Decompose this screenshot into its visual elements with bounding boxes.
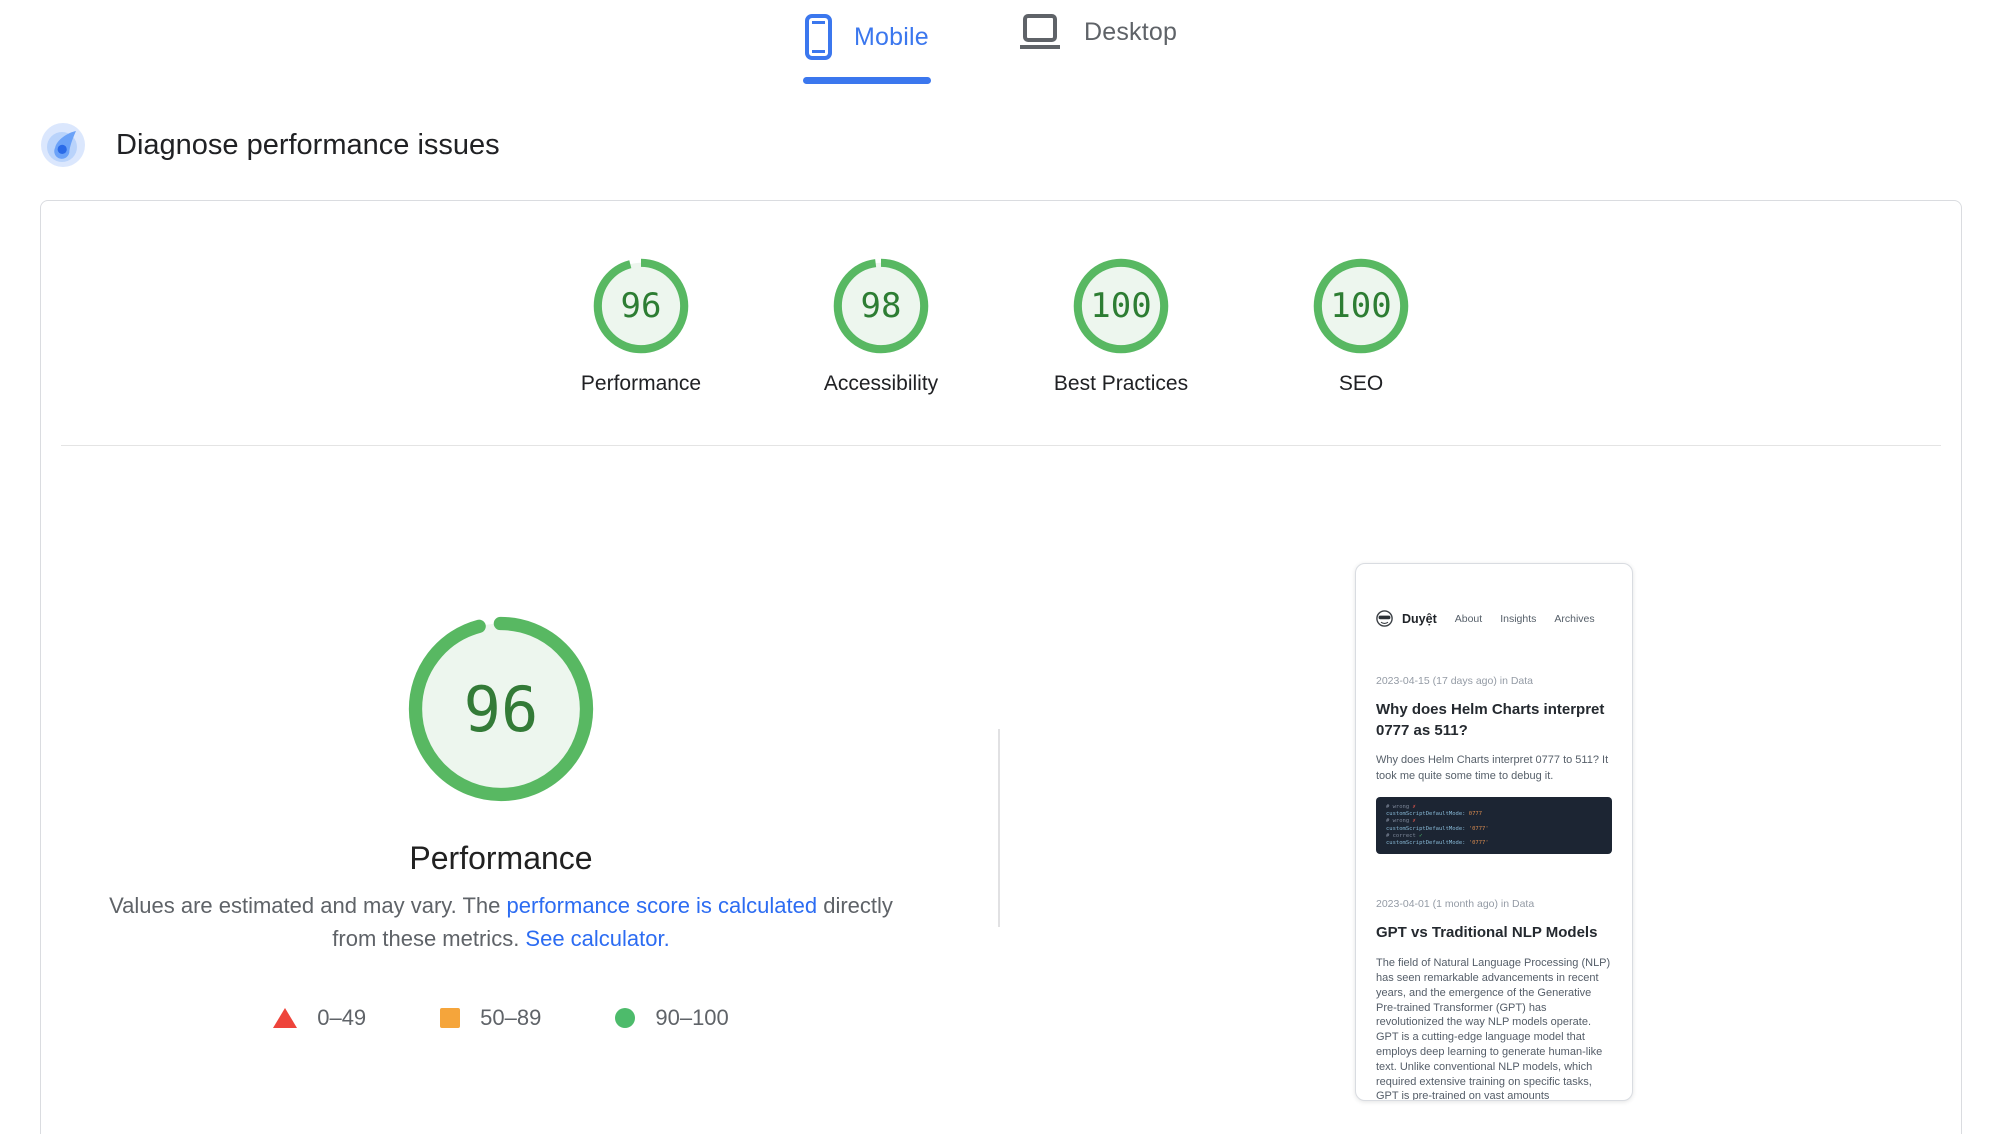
gauge-ring — [1313, 258, 1409, 354]
site-screenshot-thumbnail: Duyệt About Insights Archives 2023-04-15… — [1355, 563, 1633, 1101]
speedometer-icon — [41, 123, 85, 167]
gauge-best-practices[interactable]: 100 Best Practices — [1001, 258, 1241, 396]
gauge-ring — [1073, 258, 1169, 354]
score-value: 100 — [1330, 286, 1392, 326]
description-text: directly from these metrics. — [332, 893, 893, 951]
score-label: Performance — [580, 372, 702, 395]
post-meta: 2023-04-15 (17 days ago) in Data — [1376, 675, 1534, 687]
score-value: 96 — [620, 286, 662, 326]
gauge-seo[interactable]: 100 SEO — [1241, 258, 1481, 396]
legend-range: 90–100 — [655, 1005, 729, 1030]
gauge-performance[interactable]: 96 Performance — [521, 258, 761, 396]
legend-range: 0–49 — [317, 1005, 367, 1030]
pass-circle-icon — [615, 1008, 636, 1028]
performance-big-gauge: 96 — [406, 614, 596, 804]
code-key: customScriptDefaultMode: — [1386, 825, 1466, 832]
score-value: 100 — [1090, 286, 1152, 326]
performance-score-value: 96 — [463, 672, 539, 746]
code-value: '0777' — [1465, 840, 1489, 847]
device-tabs: Mobile Desktop — [0, 0, 2002, 96]
score-calculation-link[interactable]: performance score is calculated — [506, 893, 818, 918]
score-label: SEO — [1338, 372, 1384, 395]
diagnose-section-header: Diagnose performance issues — [40, 122, 500, 168]
post-title: Why does Helm Charts interpret 0777 as 5… — [1376, 701, 1605, 739]
legend-fail: 0–49 — [273, 1005, 366, 1031]
check-mark-icon: ✓ — [1419, 832, 1423, 839]
page-title: Diagnose performance issues — [116, 128, 500, 161]
desktop-laptop-icon — [1020, 14, 1060, 49]
active-tab-indicator — [803, 77, 931, 84]
cross-mark-icon: ✗ — [1412, 804, 1416, 810]
code-snippet-block: # wrong ✗ customScriptDefaultMode: 0777 … — [1376, 797, 1612, 855]
code-key: customScriptDefaultMode: — [1386, 811, 1466, 818]
code-value: '0777' — [1465, 825, 1489, 832]
gauge-accessibility[interactable]: 98 Accessibility — [761, 258, 1001, 396]
horizontal-divider — [61, 445, 1941, 446]
performance-title: Performance — [409, 840, 593, 876]
legend-range: 50–89 — [480, 1005, 542, 1030]
tab-desktop-label: Desktop — [1084, 17, 1178, 46]
site-nav-about: About — [1454, 612, 1483, 625]
post-title: GPT vs Traditional NLP Models — [1376, 924, 1598, 942]
tab-desktop[interactable]: Desktop — [1018, 14, 1177, 74]
site-name: Duyệt — [1402, 611, 1437, 626]
cross-mark-icon: ✗ — [1412, 818, 1416, 825]
site-avatar — [1376, 610, 1393, 627]
tab-mobile[interactable]: Mobile — [803, 14, 931, 84]
site-nav-insights: Insights — [1500, 612, 1537, 625]
code-key: customScriptDefaultMode: — [1386, 840, 1466, 847]
score-label: Best Practices — [1053, 372, 1189, 395]
score-value: 98 — [860, 286, 902, 326]
vertical-divider — [998, 729, 1000, 927]
code-comment: # wrong — [1386, 818, 1413, 825]
score-legend: 0–49 50–89 90–100 — [273, 1005, 729, 1031]
legend-average: 50–89 — [440, 1005, 541, 1031]
code-comment: # wrong — [1386, 804, 1413, 810]
post-body: The field of Natural Language Processing… — [1376, 957, 1611, 1101]
results-card: 96 Performance 98 Accessibility 100 — [40, 200, 1962, 1134]
performance-description: Values are estimated and may vary. The p… — [91, 889, 911, 955]
site-nav: About Insights Archives — [1455, 613, 1595, 625]
score-label: Accessibility — [823, 372, 939, 395]
average-square-icon — [440, 1008, 461, 1028]
mobile-phone-icon — [805, 14, 832, 60]
legend-pass: 90–100 — [615, 1005, 729, 1031]
tab-mobile-label: Mobile — [854, 22, 929, 51]
code-comment: # correct — [1386, 832, 1420, 839]
description-text: Values are estimated and may vary. The — [109, 893, 507, 918]
post-excerpt: Why does Helm Charts interpret 0777 to 5… — [1376, 754, 1609, 782]
fail-triangle-icon — [273, 1008, 298, 1028]
category-scores-row: 96 Performance 98 Accessibility 100 — [41, 258, 1961, 396]
see-calculator-link[interactable]: See calculator. — [525, 926, 670, 951]
code-value: 0777 — [1465, 811, 1483, 818]
thumbnail-site-header: Duyệt About Insights Archives — [1376, 610, 1612, 627]
gauge-ring — [408, 616, 594, 802]
gauge-ring — [593, 258, 689, 354]
post-meta: 2023-04-01 (1 month ago) in Data — [1376, 898, 1535, 911]
performance-detail-section: 96 Performance Values are estimated and … — [41, 614, 961, 1031]
site-nav-archives: Archives — [1554, 612, 1595, 625]
gauge-ring — [833, 258, 929, 354]
